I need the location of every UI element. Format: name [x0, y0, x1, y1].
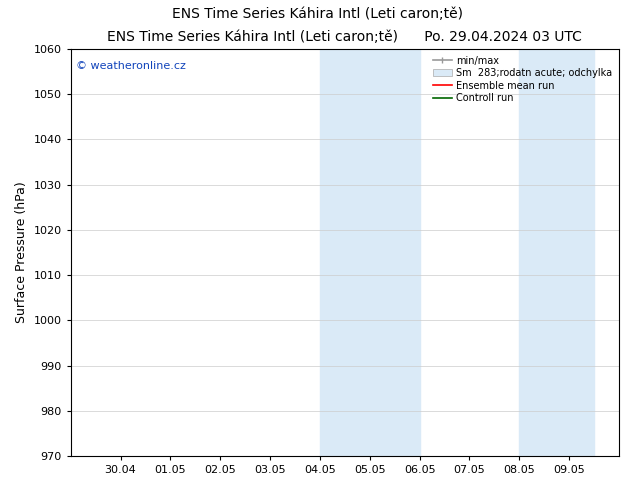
Y-axis label: Surface Pressure (hPa): Surface Pressure (hPa) [15, 182, 28, 323]
Bar [320, 49, 420, 456]
Bar [519, 49, 594, 456]
Legend: min/max, Sm  283;rodatn acute; odchylka, Ensemble mean run, Controll run: min/max, Sm 283;rodatn acute; odchylka, … [430, 54, 614, 105]
Text: ENS Time Series Káhira Intl (Leti caron;tě): ENS Time Series Káhira Intl (Leti caron;… [172, 7, 462, 22]
Text: © weatheronline.cz: © weatheronline.cz [76, 61, 186, 71]
Title: ENS Time Series Káhira Intl (Leti caron;tě)      Po. 29.04.2024 03 UTC: ENS Time Series Káhira Intl (Leti caron;… [107, 30, 582, 44]
